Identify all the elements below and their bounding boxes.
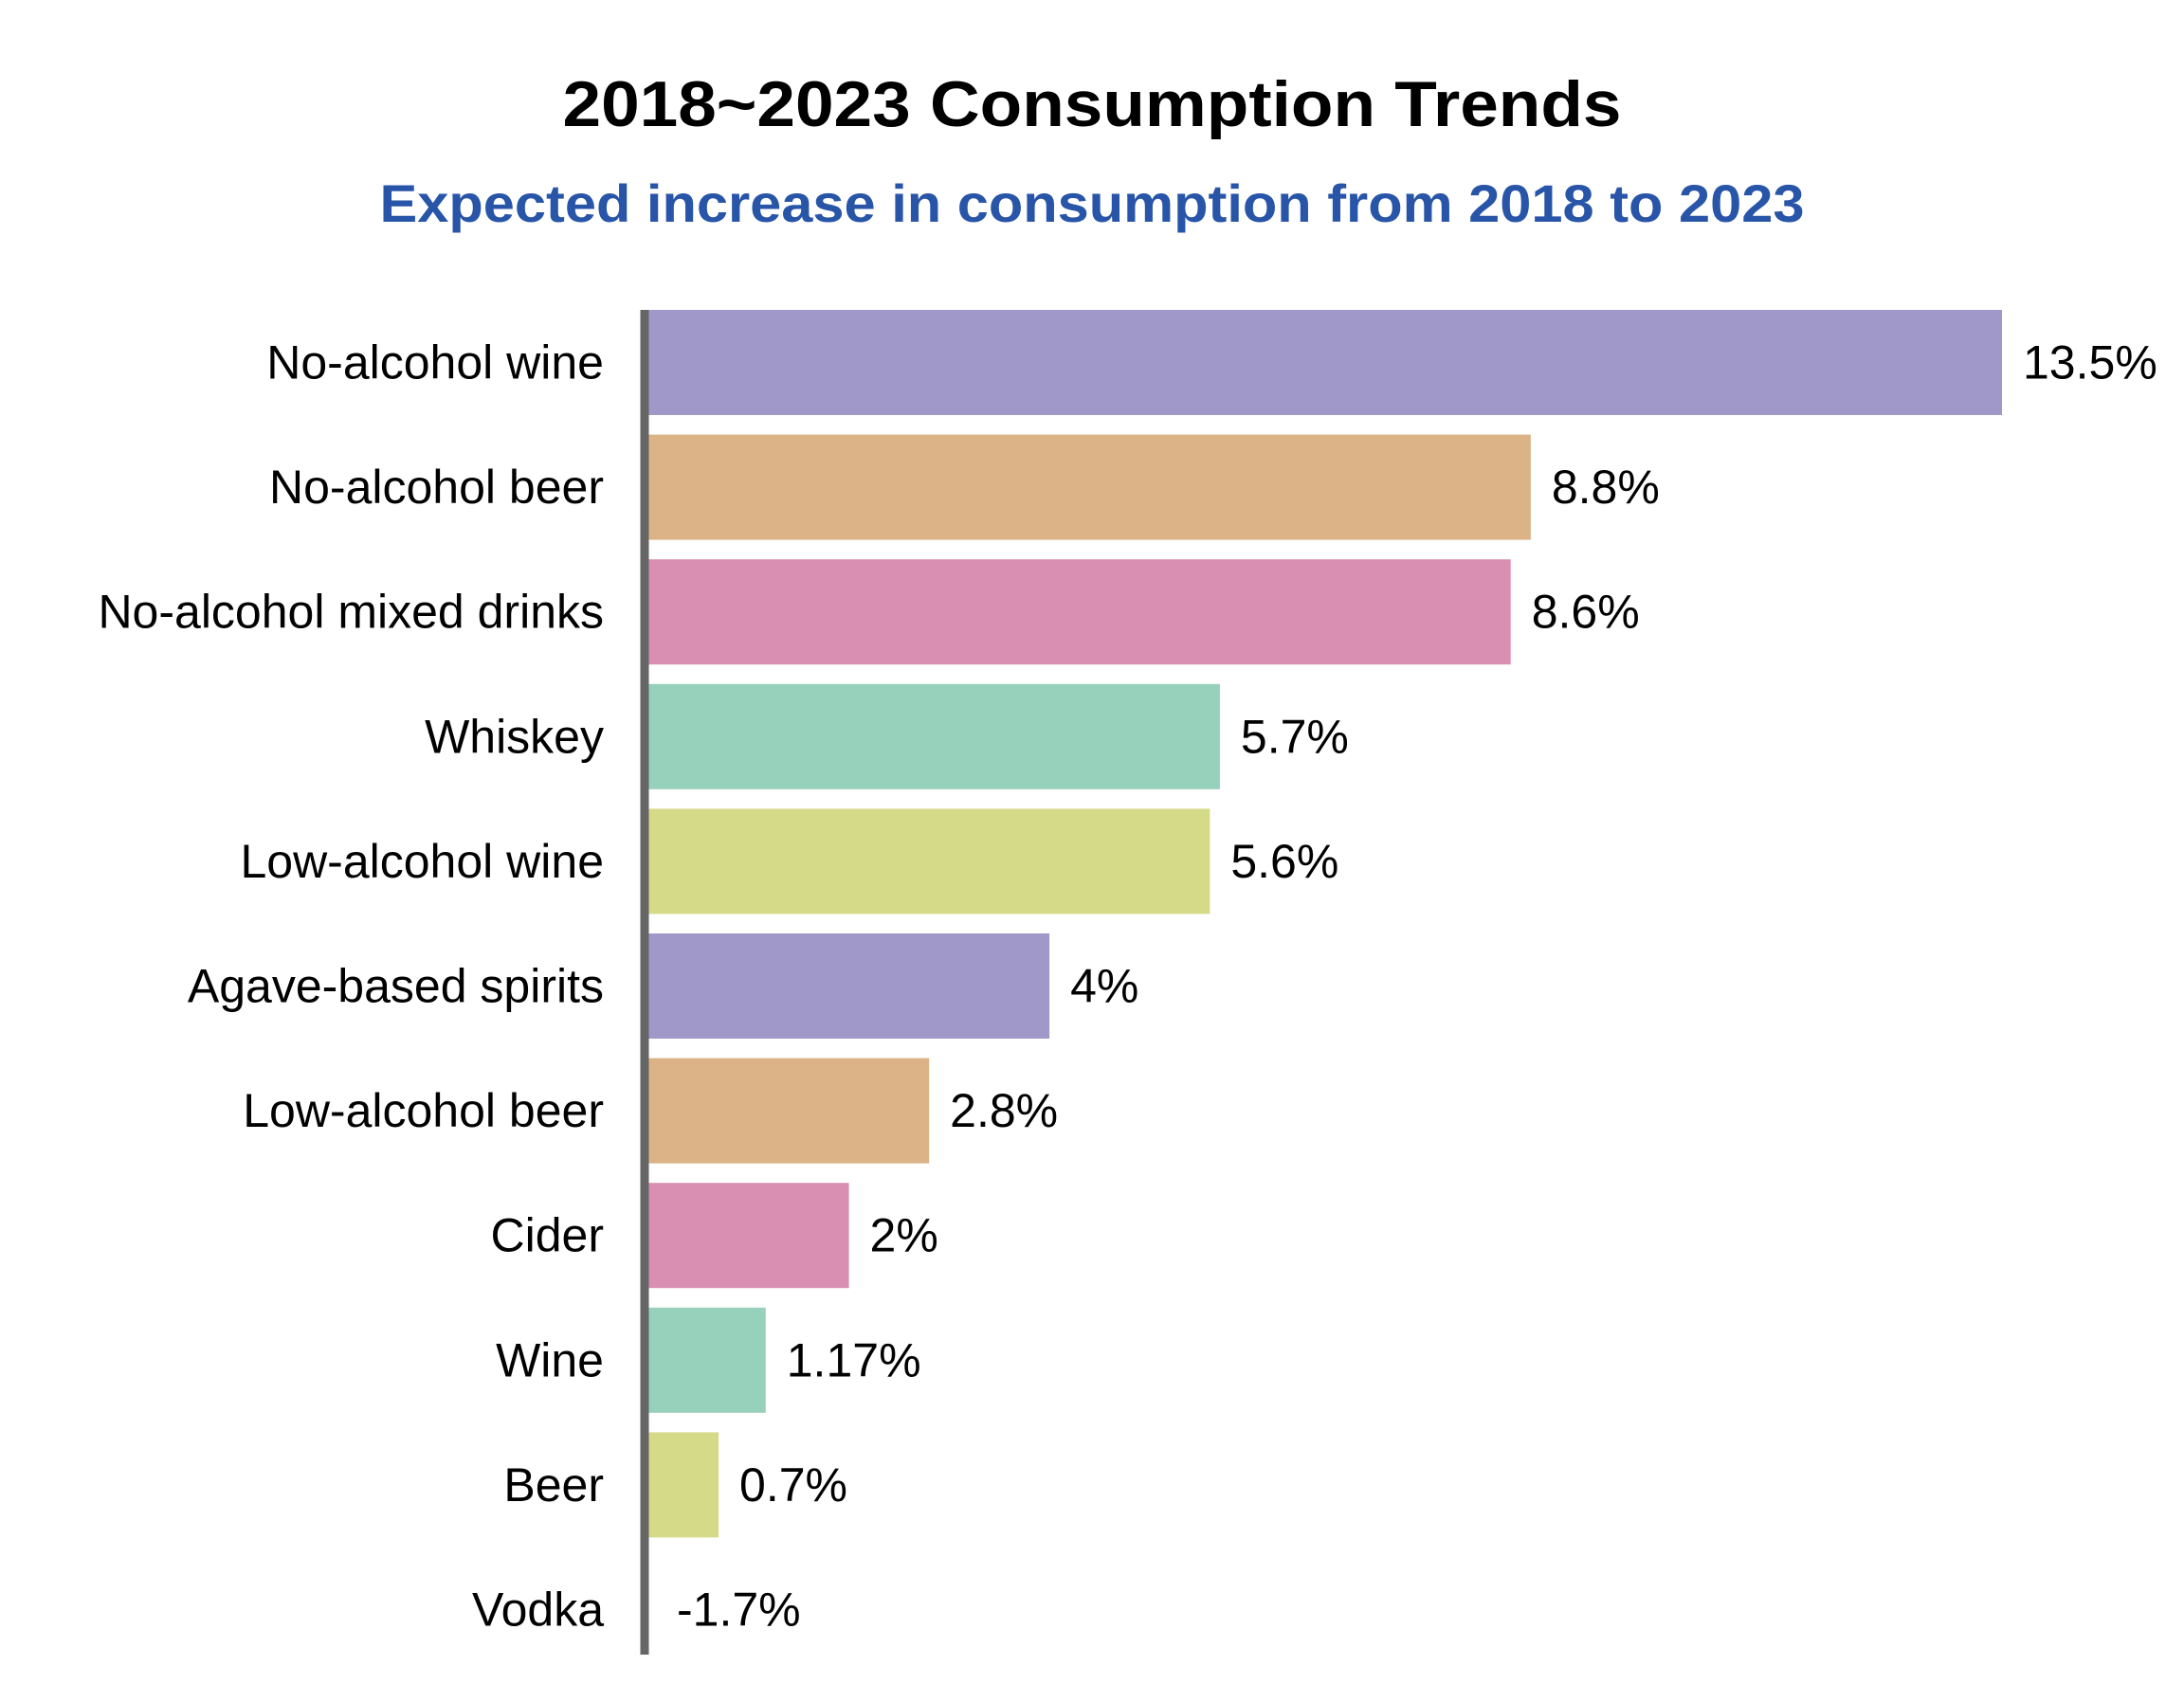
bar-agave-based-spirits — [648, 933, 1050, 1039]
value-labels: 13.5% 8.8% 8.6% 5.7% 5.6% 4% 2.8% 2% 1.17% 0.7% -1… — [677, 336, 2157, 1637]
bars-group — [648, 310, 2002, 1538]
category-labels: No-alcohol wine No-alcohol beer No-alcohol… — [98, 336, 604, 1637]
bar-whiskey — [648, 683, 1220, 789]
category-label: No-alcohol mixed drinks — [98, 586, 604, 639]
category-label: Cider — [491, 1209, 604, 1262]
data-label: 13.5% — [2023, 336, 2157, 389]
data-label: 4% — [1070, 960, 1138, 1013]
category-label: Agave-based spirits — [188, 960, 604, 1013]
data-label: 0.7% — [739, 1458, 847, 1512]
data-label: -1.7% — [677, 1584, 801, 1637]
category-label: Whiskey — [425, 710, 604, 763]
data-label: 8.8% — [1552, 461, 1660, 514]
category-label: No-alcohol wine — [266, 336, 604, 389]
bar-beer — [648, 1432, 719, 1538]
category-label: Wine — [496, 1333, 604, 1386]
chart-subtitle: Expected increase in consumption from 20… — [380, 173, 1805, 233]
bar-no-alcohol-wine — [648, 310, 2002, 415]
data-label: 2.8% — [950, 1084, 1058, 1137]
bar-cider — [648, 1183, 849, 1289]
data-label: 5.7% — [1241, 710, 1349, 763]
bar-no-alcohol-mixed-drinks — [648, 559, 1511, 665]
category-label: Vodka — [472, 1584, 604, 1637]
category-label: Low-alcohol wine — [240, 835, 604, 888]
bar-no-alcohol-beer — [648, 434, 1531, 540]
bar-low-alcohol-wine — [648, 808, 1210, 914]
data-label: 2% — [870, 1209, 938, 1262]
data-label: 1.17% — [787, 1333, 921, 1386]
data-label: 8.6% — [1532, 586, 1640, 639]
category-label: Beer — [503, 1458, 604, 1512]
bar-low-alcohol-beer — [648, 1058, 930, 1164]
category-label: No-alcohol beer — [269, 461, 604, 514]
chart-title: 2018~2023 Consumption Trends — [563, 68, 1622, 140]
bar-wine — [648, 1307, 766, 1413]
data-label: 5.6% — [1230, 835, 1338, 888]
category-label: Low-alcohol beer — [243, 1084, 604, 1137]
